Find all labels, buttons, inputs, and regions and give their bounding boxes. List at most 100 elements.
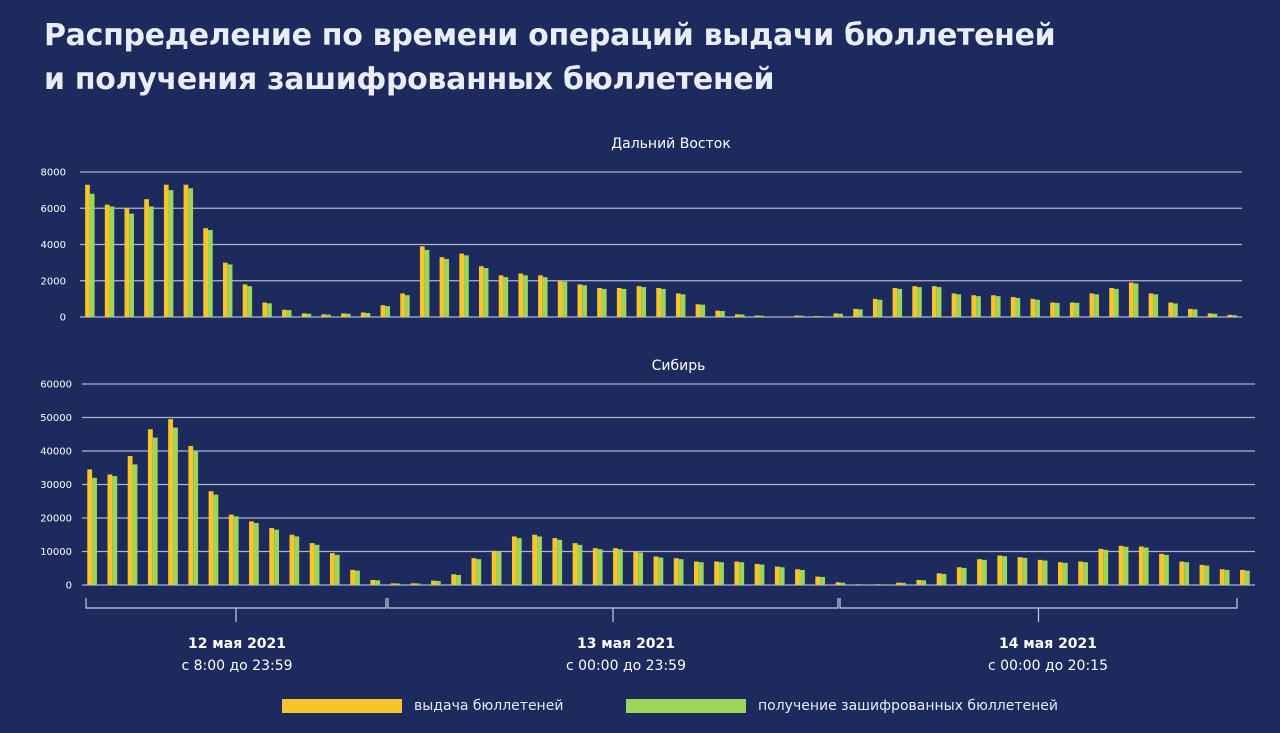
bar-issued	[613, 548, 618, 585]
bar-received	[286, 310, 292, 317]
bar-received	[152, 437, 158, 585]
period-range: с 8:00 до 23:59	[181, 658, 293, 674]
bar-received	[227, 264, 233, 317]
bar-received	[759, 564, 765, 585]
bar-received	[1054, 302, 1060, 317]
period-date: 12 мая 2021	[187, 636, 287, 652]
bar-issued	[734, 561, 740, 585]
bar-received	[1153, 294, 1159, 317]
bar-issued	[538, 275, 543, 317]
bar-received	[253, 523, 259, 585]
bar-received	[877, 299, 883, 317]
bar-received	[1173, 303, 1178, 317]
bar-received	[601, 288, 607, 317]
bar-received	[306, 313, 312, 317]
bar-received	[326, 314, 331, 317]
bar-received	[941, 573, 947, 585]
bar-received	[1035, 299, 1040, 317]
y-tick-label: 2000	[41, 276, 66, 287]
bar-received	[435, 580, 441, 585]
bar-issued	[107, 474, 113, 585]
bar-issued	[991, 295, 996, 317]
bar-issued	[813, 316, 819, 317]
bar-issued	[971, 295, 977, 317]
bar-issued	[242, 284, 248, 317]
bar-issued	[459, 253, 465, 317]
slide-title-line-2: и получения зашифрованных бюллетеней	[44, 62, 775, 97]
bar-issued	[370, 579, 376, 585]
bar-received	[779, 567, 785, 585]
bar-received	[818, 316, 824, 317]
chart-1: 0 2000 4000 6000 8000 Дальний Восток	[41, 136, 1242, 324]
bar-issued	[147, 429, 153, 585]
bar-issued	[892, 288, 898, 317]
bar-received	[523, 275, 528, 317]
y-tick-label: 0	[66, 581, 72, 592]
chart-2: 0 10000 20000 30000 40000 50000 60000 Сибирь	[40, 358, 1255, 592]
bar-received	[799, 569, 805, 585]
bar-issued	[410, 583, 416, 585]
bar-issued	[321, 314, 327, 317]
bar-received	[921, 580, 927, 585]
bar-issued	[144, 199, 149, 317]
bar-received	[621, 288, 627, 317]
bar-issued	[360, 312, 366, 317]
bar-issued	[222, 262, 228, 317]
legend-item-issued: выдача бюллетеней	[282, 694, 563, 718]
bar-issued	[592, 548, 598, 585]
bar-received	[1212, 313, 1218, 317]
legend-swatch-issued	[282, 699, 402, 713]
bar-received	[483, 268, 489, 317]
bar-issued	[833, 313, 839, 317]
bar-received	[395, 583, 401, 585]
bar-issued	[754, 315, 760, 317]
chart-title: Дальний Восток	[611, 136, 731, 152]
y-tick-label: 8000	[41, 168, 66, 179]
bar-issued	[491, 550, 497, 585]
bar-received	[700, 304, 706, 317]
bar-received	[365, 313, 371, 317]
bar-received	[148, 206, 154, 317]
bar-issued	[794, 315, 799, 317]
bar-issued	[835, 582, 841, 585]
bar-issued	[532, 534, 538, 585]
bar-issued	[85, 184, 90, 317]
bar-issued	[912, 286, 918, 317]
bar-received	[1113, 288, 1119, 317]
bar-received	[1042, 560, 1048, 585]
bar-received	[678, 559, 684, 585]
bar-received	[334, 554, 340, 585]
bar-received	[1133, 283, 1139, 317]
bar-issued	[289, 534, 295, 585]
bar-issued	[693, 561, 699, 585]
bar-issued	[1069, 302, 1075, 317]
bar-received	[208, 230, 213, 317]
bar-issued	[715, 310, 721, 317]
bar-received	[840, 582, 846, 585]
bar-issued	[1159, 553, 1164, 585]
y-tick-label: 20000	[40, 514, 72, 525]
y-tick-label: 40000	[40, 447, 72, 458]
bar-issued	[249, 521, 254, 585]
bar-issued	[400, 293, 405, 317]
bar-issued	[390, 583, 396, 585]
bar-received	[597, 549, 603, 585]
bar-issued	[203, 228, 209, 317]
bar-issued	[350, 569, 356, 585]
bar-received	[956, 294, 962, 317]
bar-issued	[735, 314, 740, 317]
bar-received	[936, 287, 942, 317]
chart-title: Сибирь	[652, 358, 706, 374]
bar-received	[582, 285, 587, 317]
bar-issued	[653, 556, 659, 585]
bar-received	[542, 277, 548, 317]
bar-issued	[1179, 561, 1185, 585]
bar-issued	[1089, 293, 1095, 317]
y-tick-label: 30000	[40, 480, 72, 491]
bar-issued	[1207, 313, 1213, 317]
bar-received	[641, 287, 647, 317]
bar-issued	[1188, 308, 1193, 317]
bar-received	[680, 294, 686, 317]
bar-received	[109, 206, 115, 317]
bar-issued	[936, 573, 942, 585]
